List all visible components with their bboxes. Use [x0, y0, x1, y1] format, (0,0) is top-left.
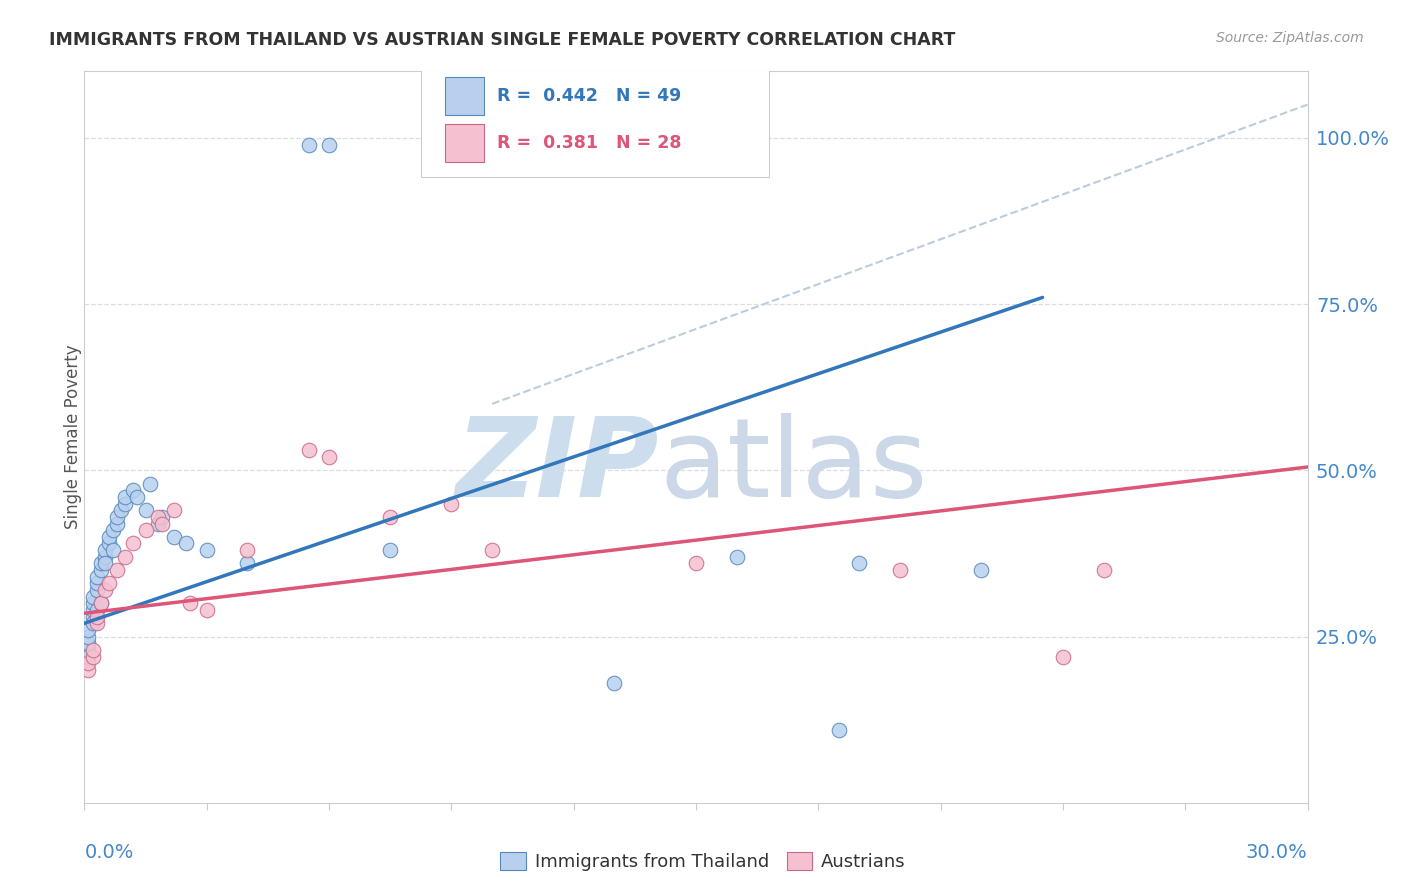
Point [82, 596, 104, 610]
Point [101, 543, 124, 558]
Text: R =  0.442   N = 49: R = 0.442 N = 49 [496, 87, 681, 105]
Point [380, 543, 402, 558]
Point [318, 137, 340, 152]
Text: 30.0%: 30.0% [1246, 843, 1308, 862]
Point [77, 663, 100, 677]
Point [82, 609, 104, 624]
Point [77, 623, 100, 637]
Point [114, 549, 136, 564]
Text: Source: ZipAtlas.com: Source: ZipAtlas.com [1216, 31, 1364, 45]
Point [146, 516, 169, 531]
Point [97, 576, 120, 591]
Point [420, 137, 443, 152]
Point [176, 536, 198, 550]
Text: IMMIGRANTS FROM THAILAND VS AUSTRIAN SINGLE FEMALE POVERTY CORRELATION CHART: IMMIGRANTS FROM THAILAND VS AUSTRIAN SIN… [49, 31, 956, 49]
Point [90, 596, 112, 610]
Point [105, 509, 128, 524]
Point [77, 643, 100, 657]
Point [163, 503, 186, 517]
Point [828, 723, 851, 737]
Point [110, 503, 132, 517]
Text: ZIP: ZIP [456, 413, 659, 520]
Point [90, 596, 112, 610]
Text: R =  0.381   N = 28: R = 0.381 N = 28 [496, 134, 681, 152]
FancyBboxPatch shape [446, 78, 484, 115]
Point [93, 543, 117, 558]
Point [481, 543, 503, 558]
Point [77, 636, 100, 650]
Point [195, 603, 218, 617]
Point [93, 557, 117, 571]
Point [122, 536, 145, 550]
Point [86, 576, 108, 591]
Point [90, 557, 112, 571]
Point [179, 596, 201, 610]
Point [86, 609, 108, 624]
Point [298, 137, 321, 152]
Point [105, 516, 128, 531]
Point [236, 557, 259, 571]
Point [127, 490, 149, 504]
Point [195, 543, 218, 558]
Point [603, 676, 626, 690]
Y-axis label: Single Female Poverty: Single Female Poverty [65, 345, 82, 529]
Point [236, 543, 259, 558]
Point [146, 509, 169, 524]
Point [82, 643, 104, 657]
Point [101, 523, 124, 537]
Point [114, 490, 136, 504]
Point [848, 557, 870, 571]
Point [82, 616, 104, 631]
Point [150, 516, 173, 531]
Point [1092, 563, 1115, 577]
Point [889, 563, 911, 577]
Point [86, 570, 108, 584]
Point [135, 503, 157, 517]
Point [122, 483, 145, 498]
Point [90, 563, 112, 577]
Point [318, 450, 340, 464]
Point [150, 509, 173, 524]
Point [163, 530, 186, 544]
Point [86, 582, 108, 597]
FancyBboxPatch shape [420, 64, 769, 178]
Point [135, 523, 157, 537]
Point [77, 649, 100, 664]
Text: 0.0%: 0.0% [84, 843, 134, 862]
Point [82, 649, 104, 664]
Point [114, 497, 136, 511]
Point [725, 549, 748, 564]
Text: atlas: atlas [659, 413, 928, 520]
Point [440, 497, 463, 511]
Point [82, 590, 104, 604]
FancyBboxPatch shape [446, 124, 484, 161]
Legend: Immigrants from Thailand, Austrians: Immigrants from Thailand, Austrians [494, 846, 912, 879]
Point [93, 582, 117, 597]
Point [138, 476, 160, 491]
Point [97, 536, 120, 550]
Point [86, 603, 108, 617]
Point [970, 563, 993, 577]
Point [1052, 649, 1074, 664]
Point [380, 509, 402, 524]
Point [298, 443, 321, 458]
Point [86, 616, 108, 631]
Point [685, 557, 707, 571]
Point [77, 630, 100, 644]
Point [93, 549, 117, 564]
Point [105, 563, 128, 577]
Point [82, 603, 104, 617]
Point [97, 530, 120, 544]
Point [77, 656, 100, 670]
